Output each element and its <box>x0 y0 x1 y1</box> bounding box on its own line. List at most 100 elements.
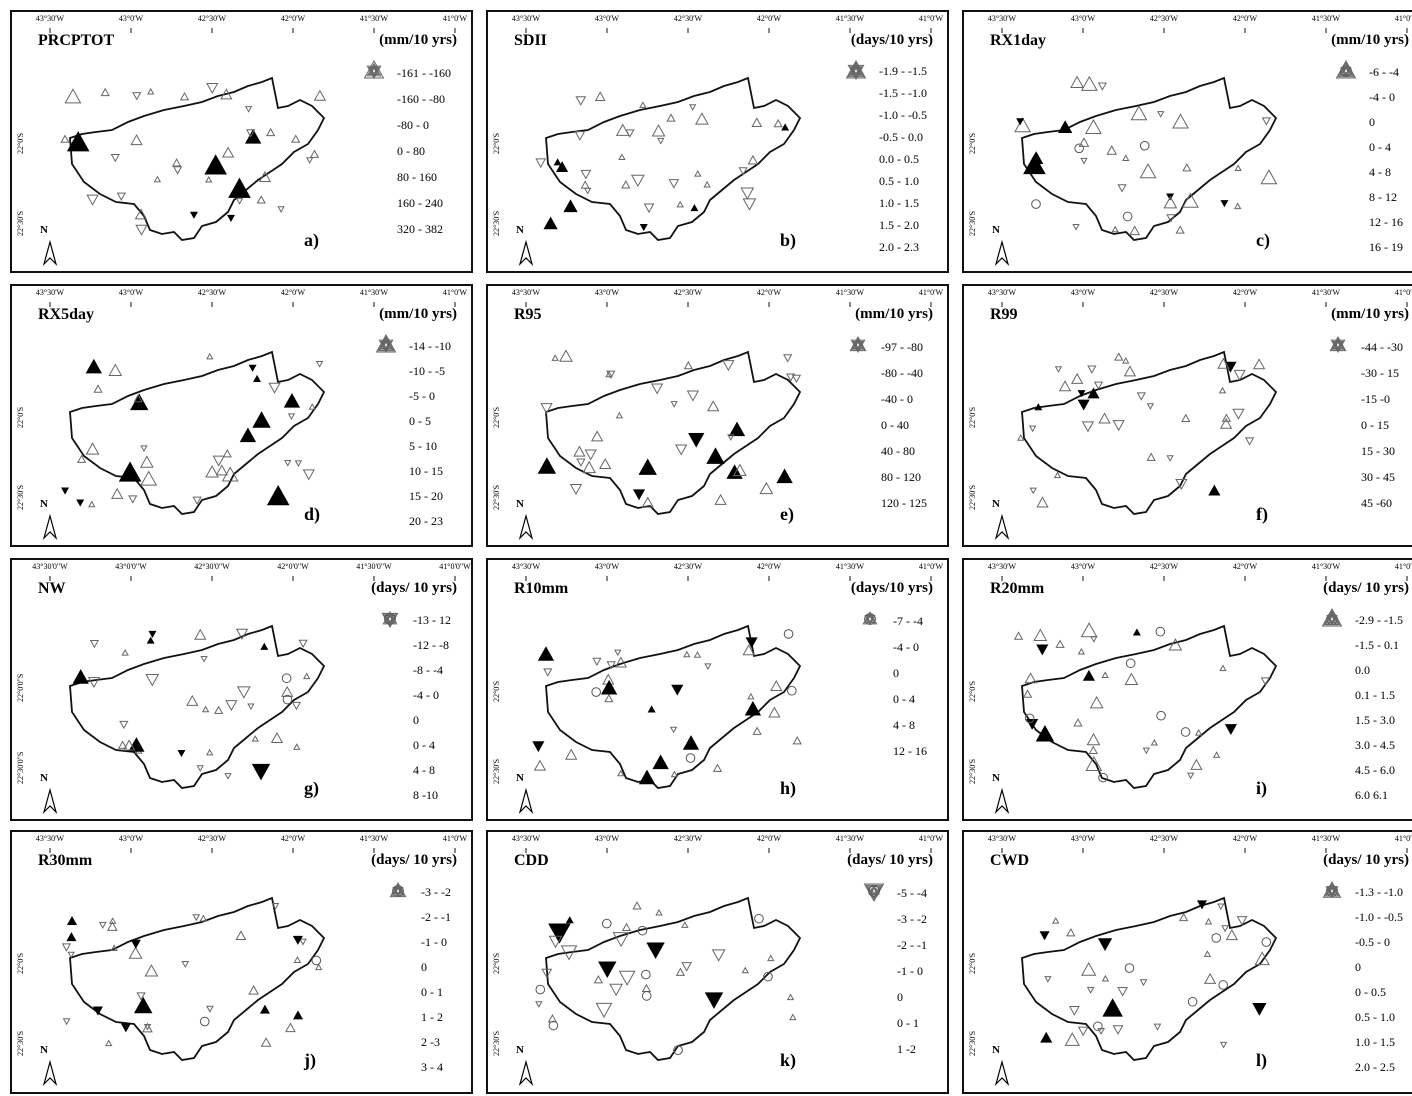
station-marker <box>1081 961 1097 976</box>
longitude-label: 42°0'W <box>280 288 306 297</box>
longitude-label: 41°30'W <box>835 14 865 23</box>
panel-label: c) <box>1256 230 1270 250</box>
station-marker <box>704 992 724 1009</box>
legend-symbol-box <box>373 340 399 432</box>
legend-symbol-mark <box>847 61 865 78</box>
legend-label: -97 - -80 <box>881 339 923 354</box>
legend-label: 0 - 0.5 <box>1355 985 1386 999</box>
station-marker <box>783 354 793 363</box>
legend-symbol-mark <box>370 66 378 74</box>
station-marker <box>108 363 123 376</box>
station-marker <box>565 748 578 760</box>
station-marker <box>1261 117 1272 126</box>
legend-label: 0 - 15 <box>1361 417 1389 432</box>
legend-symbol <box>377 335 395 352</box>
station-marker <box>1130 105 1148 121</box>
station-marker <box>85 442 100 455</box>
longitude-label: 41°0'W <box>918 834 944 843</box>
legend-entry: 1 -2 <box>861 884 927 1062</box>
panel-title: R20mm <box>990 580 1045 597</box>
legend-symbol <box>1323 609 1341 626</box>
longitude-label: 41°0'W <box>1394 834 1412 843</box>
legend-units: (days/ 10 yrs) <box>1323 580 1409 596</box>
station-marker <box>212 455 225 467</box>
north-arrow-icon <box>518 787 534 815</box>
legend-symbol-box <box>1333 68 1359 108</box>
station-marker <box>1035 724 1055 742</box>
north-label: N <box>516 1044 524 1056</box>
station-marker <box>1029 151 1044 164</box>
legend-label: 0 <box>1355 960 1361 974</box>
legend-units: (mm/10 yrs) <box>1331 32 1409 48</box>
legend-symbol-box <box>1319 610 1345 756</box>
longitude-label: 43°0'W <box>1070 288 1096 297</box>
station-marker <box>92 1006 103 1016</box>
station-marker <box>189 211 198 219</box>
legend-entry: 80 - 120 <box>845 336 927 490</box>
legend-entry: 0 - 1 <box>861 886 927 1036</box>
legend-label: -15 -0 <box>1361 391 1390 406</box>
legend: -14 - -10 -10 - -5 -5 - 0 0 - 5 5 - 10 10 - 1… <box>373 334 451 534</box>
station-marker <box>1117 986 1129 997</box>
station-marker <box>1190 758 1203 770</box>
station-marker <box>738 167 748 176</box>
station-marker <box>1150 738 1159 746</box>
station-marker <box>140 470 158 486</box>
north-label: N <box>992 224 1000 236</box>
station-marker <box>181 960 190 968</box>
legend-symbol <box>854 340 862 348</box>
legend-symbol-box <box>861 886 887 1033</box>
station-marker <box>118 461 142 482</box>
longitude-label: 43°0'W <box>118 288 144 297</box>
station-marker <box>770 679 783 691</box>
legend-symbol <box>382 610 398 625</box>
legend-symbol-mark <box>868 884 880 895</box>
station-marker <box>1078 137 1090 147</box>
legend-label: 0.0 - 0.5 <box>879 151 919 166</box>
legend-label: 3.0 - 4.5 <box>1355 738 1395 752</box>
station-marker <box>593 974 604 984</box>
legend-label: 5 - 10 <box>409 439 437 453</box>
legend-entry: 320 - 382 <box>361 60 451 242</box>
north-label: N <box>40 498 48 510</box>
station-marker <box>110 944 118 951</box>
legend-symbol-box <box>373 341 399 382</box>
station-marker <box>260 642 269 650</box>
map-panel-f: 43°30'W43°0'W42°30'W42°0'W41°30'W41°0'W2… <box>962 284 1412 547</box>
legend-label: -1.0 - -0.5 <box>1355 910 1403 924</box>
station-marker <box>179 92 190 101</box>
legend-entry: -4 - 0 <box>377 616 451 708</box>
legend-entry: -2 - -1 <box>861 886 927 958</box>
station-marker <box>594 91 606 101</box>
longitude-label: 43°0'W <box>594 288 620 297</box>
station-marker <box>711 949 726 962</box>
station-marker <box>1058 120 1073 133</box>
longitude-label: 41°0'W <box>918 14 944 23</box>
station-marker <box>1123 365 1137 377</box>
legend-label: -14 - -10 <box>409 339 451 353</box>
panel-title: SDII <box>514 32 547 49</box>
station-marker <box>786 993 795 1001</box>
station-marker <box>791 374 802 384</box>
station-marker <box>641 991 652 1001</box>
station-marker <box>1178 912 1189 922</box>
station-marker <box>220 88 233 100</box>
legend-symbol-mark <box>382 340 390 348</box>
station-marker <box>315 361 324 368</box>
station-marker <box>130 939 141 949</box>
longitude-label: 43°30'W <box>511 834 541 843</box>
legend-entry: 80 - 160 <box>361 64 451 190</box>
legend-symbol-box <box>843 61 869 235</box>
legend-symbol-box <box>1325 336 1351 487</box>
station-marker <box>1217 903 1225 911</box>
panel-title: CDD <box>514 852 549 869</box>
legend-entry: 5 - 10 <box>373 338 451 459</box>
station-marker <box>533 759 547 771</box>
station-marker <box>147 87 155 95</box>
longitude-label: 42°30'W <box>1149 14 1179 23</box>
station-marker <box>1080 157 1088 165</box>
station-marker <box>1024 713 1035 724</box>
station-marker <box>1186 772 1195 780</box>
station-marker <box>1081 421 1095 433</box>
legend-symbol-mark <box>1326 612 1338 623</box>
